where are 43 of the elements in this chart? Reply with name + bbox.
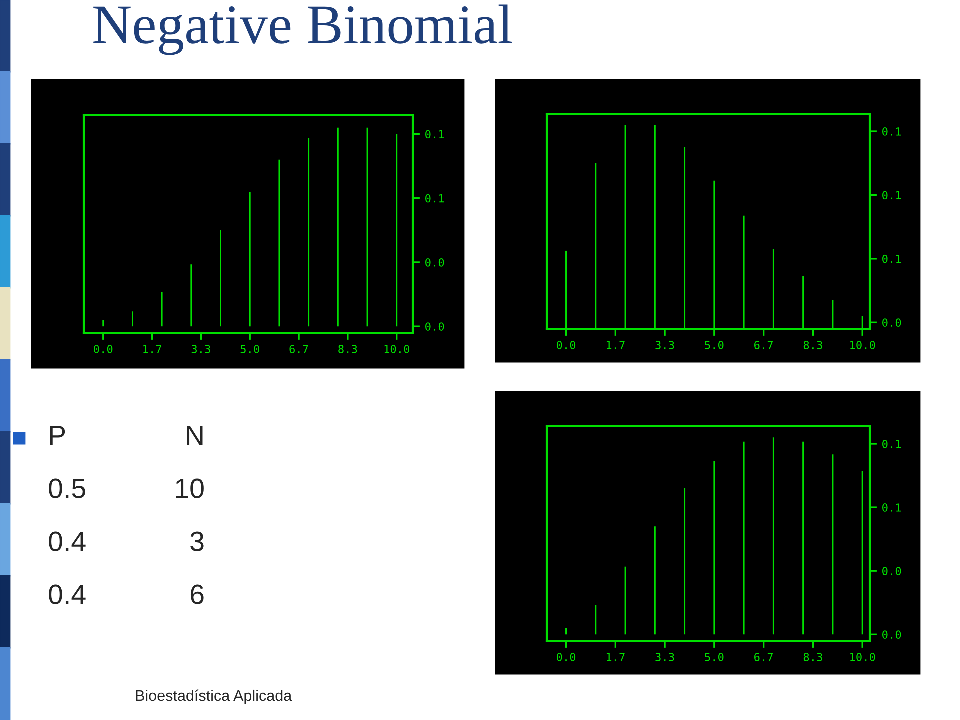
x-tick-label: 1.7	[606, 341, 625, 350]
x-tick-label: 10.0	[850, 653, 876, 662]
y-tick-label: 0.1	[882, 254, 902, 264]
x-tick-label: 3.3	[656, 653, 674, 662]
text: 3	[190, 532, 204, 552]
text: N	[187, 426, 203, 446]
x-tick-label: 5.0	[240, 345, 260, 354]
x-tick-label: 6.7	[754, 653, 774, 662]
x-tick-label: 3.3	[656, 341, 674, 350]
x-tick-label: 5.0	[705, 341, 724, 350]
text: P	[50, 426, 66, 446]
text: Bioestadística Aplicada	[136, 690, 292, 704]
x-tick-label: 8.3	[804, 653, 822, 662]
text: 0.4	[49, 584, 86, 604]
y-tick-label: 0.0	[882, 567, 902, 576]
y-tick-label: 0.0	[426, 258, 444, 267]
x-tick-label: 10.0	[850, 341, 876, 350]
y-tick-label: 0.1	[882, 440, 902, 448]
x-tick-label: 6.7	[754, 341, 774, 350]
y-tick-label: 0.0	[882, 630, 902, 640]
x-tick-label: 1.7	[144, 345, 162, 354]
y-tick-label: 0.1	[882, 128, 902, 136]
x-tick-label: 1.7	[606, 653, 625, 662]
x-tick-label: 8.3	[338, 345, 358, 354]
x-tick-label: 10.0	[384, 345, 410, 354]
text: 10	[176, 478, 204, 498]
x-tick-label: 0.0	[94, 345, 113, 354]
x-tick-label: 5.0	[705, 653, 724, 662]
y-tick-label: 0.1	[882, 504, 902, 512]
y-tick-label: 0.1	[882, 191, 902, 200]
text: 6	[190, 584, 204, 604]
x-tick-label: 0.0	[556, 653, 576, 662]
x-tick-label: 6.7	[290, 345, 308, 354]
y-tick-label: 0.0	[426, 322, 444, 331]
y-tick-label: 0.0	[882, 318, 902, 328]
x-tick-label: 3.3	[192, 345, 210, 354]
text: 0.4	[49, 532, 86, 552]
x-tick-label: 0.0	[556, 341, 576, 350]
y-tick-label: 0.1	[426, 130, 444, 139]
y-tick-label: 0.1	[426, 194, 444, 203]
chart-title: Negative Binomial	[94, 4, 512, 56]
text: 0.5	[49, 478, 86, 498]
x-tick-label: 8.3	[804, 341, 822, 350]
